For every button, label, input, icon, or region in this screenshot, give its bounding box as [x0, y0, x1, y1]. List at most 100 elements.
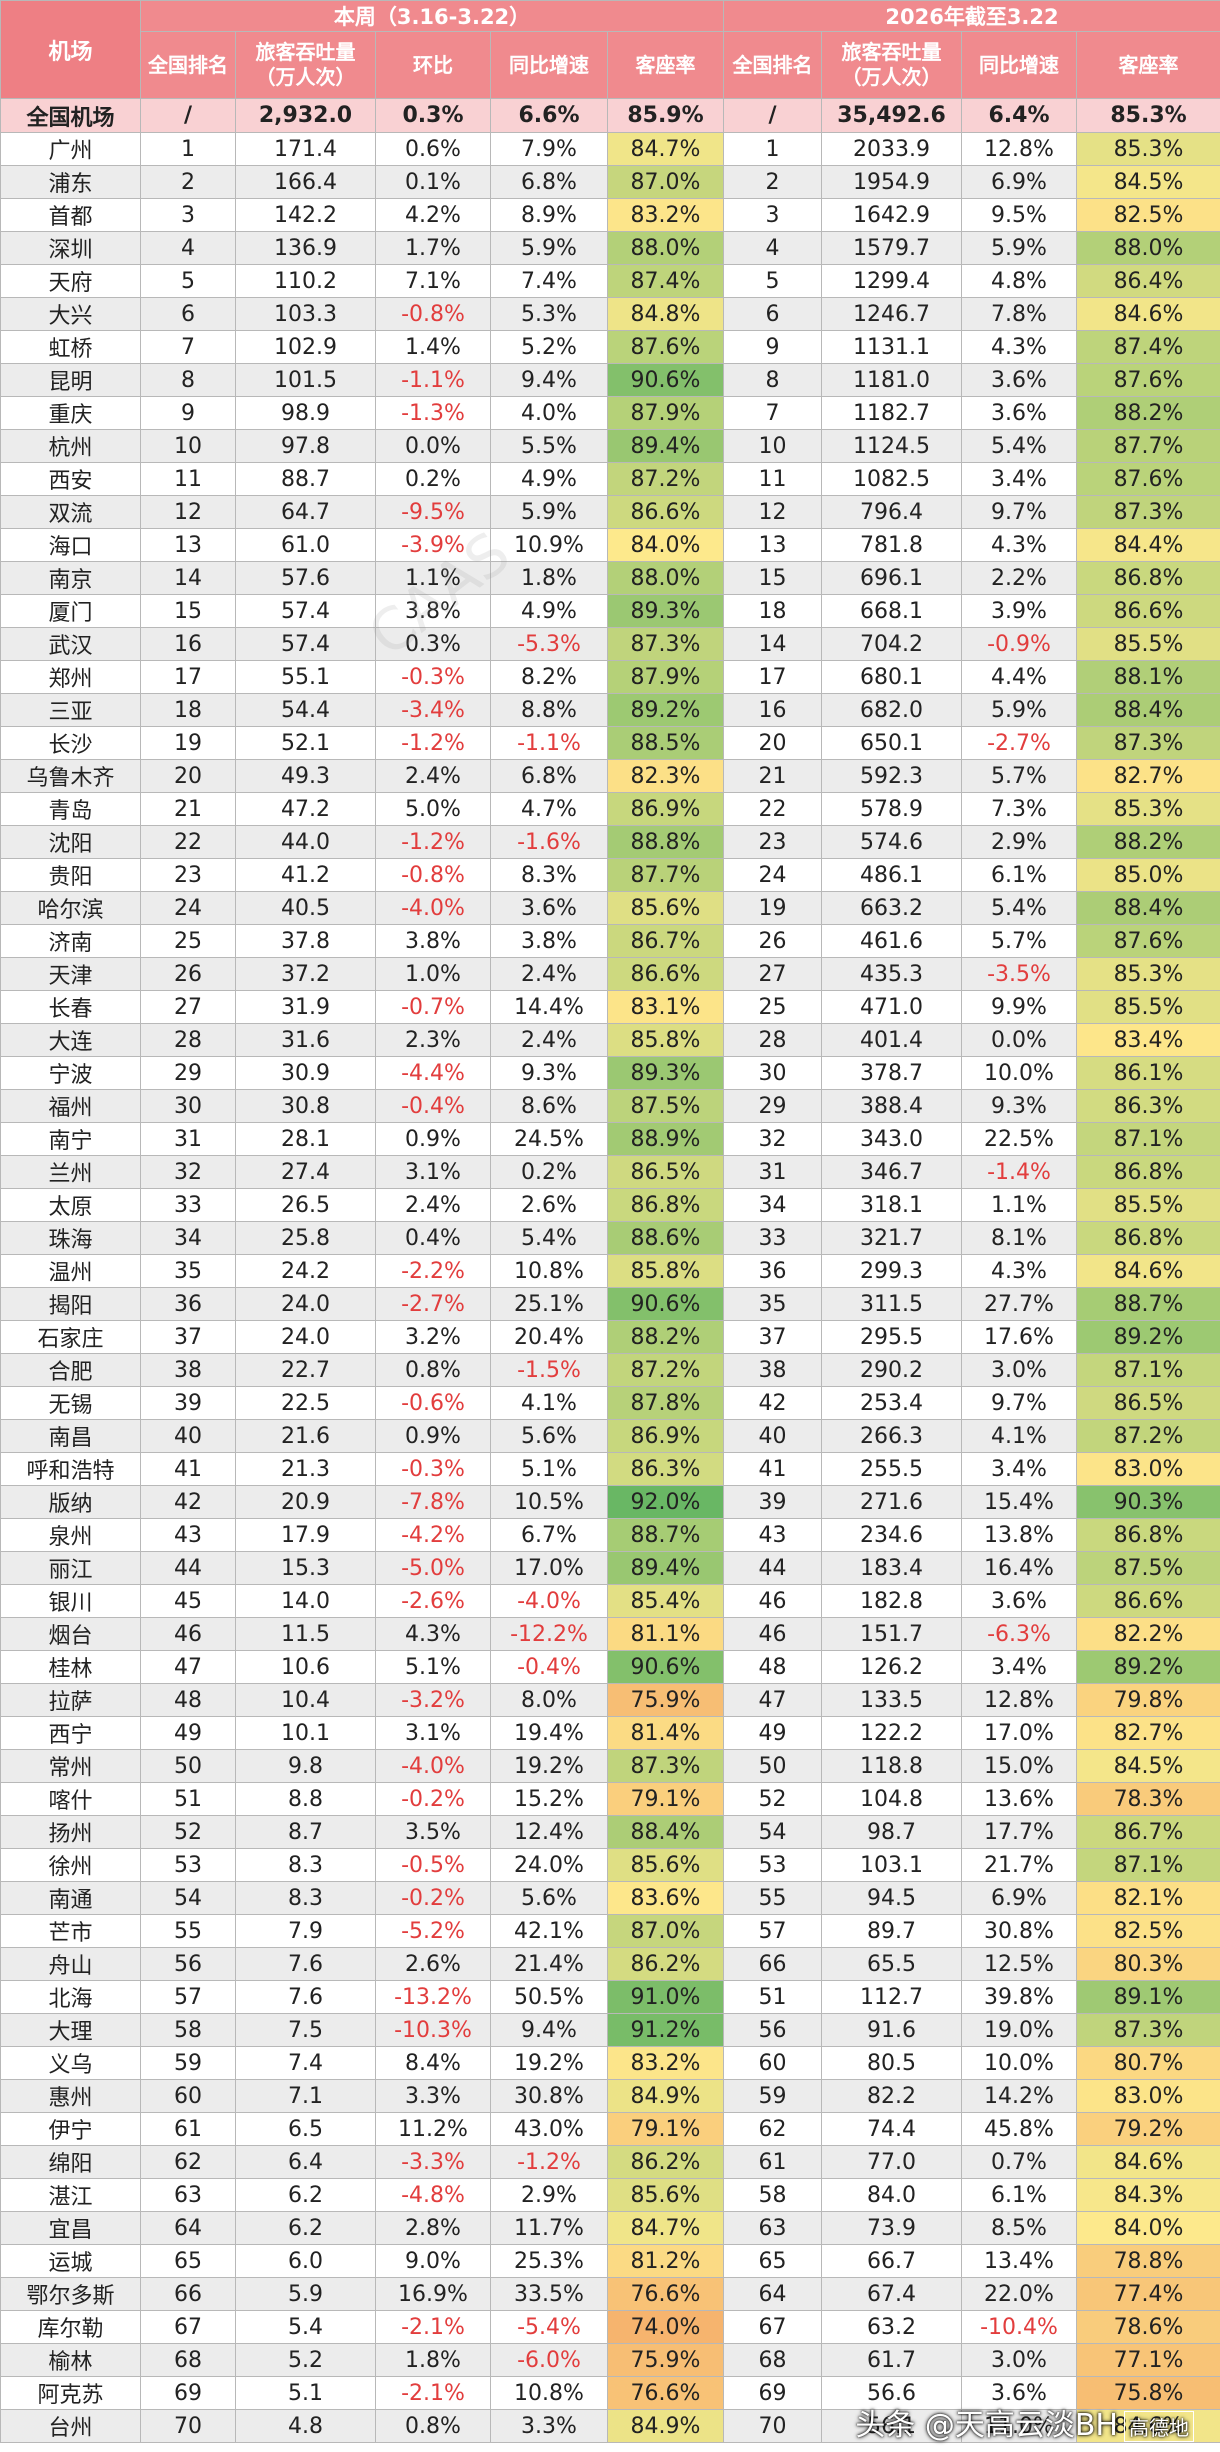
ytd-rank-cell: 36	[723, 1254, 822, 1288]
week-mom-cell: -1.3%	[375, 396, 491, 430]
week-yoy-cell: 19.2%	[490, 1749, 608, 1783]
ytd-rank-cell: 56	[723, 2013, 822, 2047]
ytd-rank-cell: 21	[723, 759, 822, 793]
week-rank-cell: 7	[140, 330, 236, 364]
table-row: 阿克苏 69 5.1 -2.1% 10.8% 76.6% 69 56.6 3.6% 75.8%	[0, 2376, 1220, 2410]
week-rank-cell: 29	[140, 1056, 236, 1090]
week-mom-cell: 2.6%	[375, 1947, 491, 1981]
table-row: 运城 65 6.0 9.0% 25.3% 81.2% 65 66.7 13.4% 78.8%	[0, 2244, 1220, 2278]
week-throughput-cell: 8.7	[235, 1815, 376, 1849]
ytd-load-factor-cell: 87.7%	[1075, 429, 1220, 463]
ytd-rank-cell: 63	[723, 2211, 822, 2245]
ytd-rank-cell: 67	[723, 2310, 822, 2344]
week-load-factor-cell: 87.0%	[607, 1914, 724, 1948]
table-row: 绵阳 62 6.4 -3.3% -1.2% 86.2% 61 77.0 0.7% 84.6%	[0, 2145, 1220, 2179]
ytd-rank-cell: 44	[723, 1551, 822, 1585]
ytd-yoy-cell: 6.1%	[961, 2178, 1077, 2212]
ytd-throughput-cell: 574.6	[821, 825, 962, 859]
week-throughput-cell: 7.4	[235, 2046, 376, 2080]
week-load-factor-cell: 83.6%	[607, 1881, 724, 1915]
week-mom-cell: -4.0%	[375, 891, 491, 925]
ytd-rank-cell: 16	[723, 693, 822, 727]
week-yoy-cell: 3.8%	[490, 924, 608, 958]
week-load-factor-cell: 89.4%	[607, 429, 724, 463]
week-rank-cell: 58	[140, 2013, 236, 2047]
ytd-load-factor-cell: 86.8%	[1075, 1518, 1220, 1552]
ytd-load-factor-cell: 80.3%	[1075, 1947, 1220, 1981]
ytd-throughput-cell: 343.0	[821, 1122, 962, 1156]
ytd-load-factor-cell: 84.0%	[1075, 2211, 1220, 2245]
airport-name-cell: 大理	[0, 2013, 141, 2047]
ytd-yoy-cell: 17.0%	[961, 1716, 1077, 1750]
table-row: 天津 26 37.2 1.0% 2.4% 86.6% 27 435.3 -3.5% 85.3%	[0, 957, 1220, 991]
ytd-yoy-cell: 9.5%	[961, 198, 1077, 232]
week-yoy-cell: 50.5%	[490, 1980, 608, 2014]
week-throughput-cell: 7.6	[235, 1980, 376, 2014]
table-row: 丽江 44 15.3 -5.0% 17.0% 89.4% 44 183.4 16.4% 87.5%	[0, 1551, 1220, 1585]
total-cell: 0.3%	[375, 98, 491, 133]
ytd-load-factor-cell: 86.7%	[1075, 1815, 1220, 1849]
week-mom-cell: -3.9%	[375, 528, 491, 562]
week-rank-cell: 47	[140, 1650, 236, 1684]
week-throughput-cell: 55.1	[235, 660, 376, 694]
week-throughput-cell: 5.4	[235, 2310, 376, 2344]
airport-name-cell: 西宁	[0, 1716, 141, 1750]
week-rank-cell: 51	[140, 1782, 236, 1816]
table-row: 义乌 59 7.4 8.4% 19.2% 83.2% 60 80.5 10.0% 80.7%	[0, 2046, 1220, 2080]
ytd-load-factor-cell: 84.3%	[1075, 2178, 1220, 2212]
week-mom-cell: -7.8%	[375, 1485, 491, 1519]
table-row: 常州 50 9.8 -4.0% 19.2% 87.3% 50 118.8 15.0% 84.5%	[0, 1749, 1220, 1783]
airport-name-cell: 天府	[0, 264, 141, 298]
week-throughput-cell: 8.3	[235, 1881, 376, 1915]
ytd-load-factor-cell: 84.5%	[1075, 165, 1220, 199]
airport-name-cell: 深圳	[0, 231, 141, 265]
week-load-factor-cell: 88.6%	[607, 1221, 724, 1255]
week-load-factor-cell: 89.4%	[607, 1551, 724, 1585]
ytd-rank-cell: 32	[723, 1122, 822, 1156]
airport-name-cell: 沈阳	[0, 825, 141, 859]
ytd-throughput-cell: 299.3	[821, 1254, 962, 1288]
airport-name-cell: 喀什	[0, 1782, 141, 1816]
ytd-throughput-cell: 318.1	[821, 1188, 962, 1222]
airport-name-cell: 绵阳	[0, 2145, 141, 2179]
ytd-rank-cell: 5	[723, 264, 822, 298]
airport-name-cell: 拉萨	[0, 1683, 141, 1717]
ytd-throughput-cell: 346.7	[821, 1155, 962, 1189]
ytd-rank-cell: 52	[723, 1782, 822, 1816]
ytd-rank-cell: 34	[723, 1188, 822, 1222]
ytd-yoy-cell: 7.3%	[961, 792, 1077, 826]
ytd-load-factor-cell: 85.3%	[1075, 132, 1220, 166]
airport-name-cell: 青岛	[0, 792, 141, 826]
table-row: 南京 14 57.6 1.1% 1.8% 88.0% 15 696.1 2.2% 86.8%	[0, 561, 1220, 595]
week-rank-cell: 35	[140, 1254, 236, 1288]
ytd-yoy-cell: 9.9%	[961, 990, 1077, 1024]
ytd-yoy-cell: -3.5%	[961, 957, 1077, 991]
ytd-yoy-cell: 22.5%	[961, 1122, 1077, 1156]
week-mom-cell: 11.2%	[375, 2112, 491, 2146]
ytd-throughput-cell: 1246.7	[821, 297, 962, 331]
week-mom-cell: -1.1%	[375, 363, 491, 397]
week-rank-cell: 66	[140, 2277, 236, 2311]
week-rank-cell: 31	[140, 1122, 236, 1156]
week-rank-cell: 56	[140, 1947, 236, 1981]
ytd-throughput-cell: 1642.9	[821, 198, 962, 232]
week-throughput-cell: 166.4	[235, 165, 376, 199]
week-rank-cell: 63	[140, 2178, 236, 2212]
week-yoy-cell: 5.4%	[490, 1221, 608, 1255]
week-throughput-cell: 101.5	[235, 363, 376, 397]
week-yoy-cell: 9.3%	[490, 1056, 608, 1090]
ytd-throughput-cell: 321.7	[821, 1221, 962, 1255]
week-load-factor-cell: 86.3%	[607, 1452, 724, 1486]
ytd-load-factor-cell: 86.4%	[1075, 264, 1220, 298]
ytd-rank-cell: 65	[723, 2244, 822, 2278]
ytd-throughput-cell: 378.7	[821, 1056, 962, 1090]
week-rank-cell: 61	[140, 2112, 236, 2146]
ytd-throughput-cell: 471.0	[821, 990, 962, 1024]
week-mom-cell: 4.2%	[375, 198, 491, 232]
ytd-throughput-cell: 56.6	[821, 2376, 962, 2410]
ytd-throughput-cell: 796.4	[821, 495, 962, 529]
week-load-factor-cell: 84.0%	[607, 528, 724, 562]
ytd-rank-cell: 27	[723, 957, 822, 991]
ytd-yoy-cell: 11.0%	[961, 2409, 1077, 2443]
ytd-throughput-cell: 1124.5	[821, 429, 962, 463]
